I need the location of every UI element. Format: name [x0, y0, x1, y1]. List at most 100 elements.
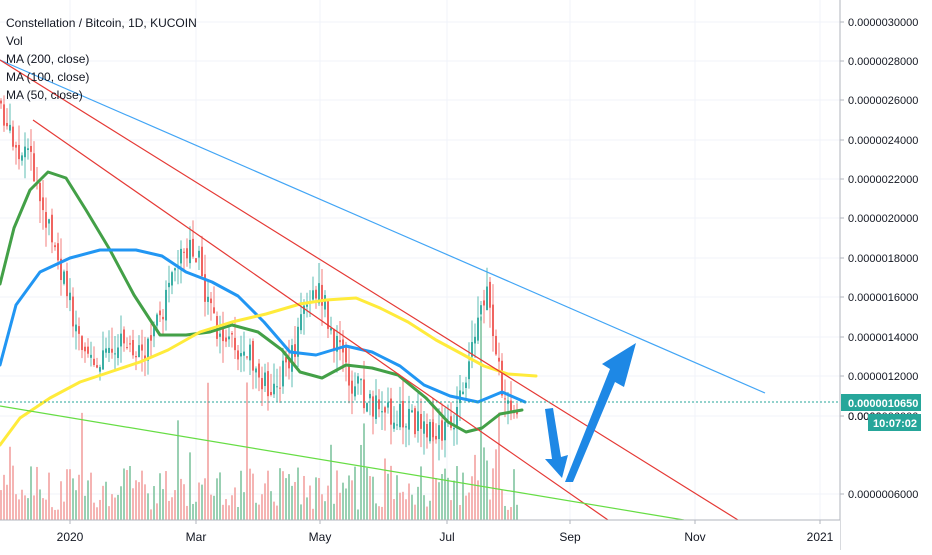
- volume-bar: [225, 499, 227, 520]
- volume-bar: [45, 499, 47, 520]
- volume-bar: [21, 489, 23, 520]
- trendline-blue: [0, 59, 766, 394]
- candle-body: [183, 251, 185, 253]
- volume-bar: [96, 507, 98, 520]
- candle-body: [468, 361, 470, 380]
- volume-bar: [423, 495, 425, 520]
- candle-body: [399, 403, 401, 428]
- volume-bar: [420, 466, 422, 520]
- volume-bar: [483, 447, 485, 520]
- candle-body: [444, 421, 446, 441]
- volume-bar: [258, 504, 260, 520]
- candle-body: [366, 403, 368, 412]
- candle-body: [492, 304, 494, 337]
- ma50-line: [0, 170, 524, 434]
- volume-bar: [336, 470, 338, 520]
- chart-legend: Constellation / Bitcoin, 1D, KUCOIN Vol …: [6, 14, 197, 104]
- candle-body: [90, 354, 92, 358]
- candle-body: [99, 367, 101, 372]
- volume-bar: [207, 382, 209, 520]
- candle-body: [192, 238, 194, 257]
- volume-bar: [264, 483, 266, 520]
- volume-bar: [456, 466, 458, 520]
- candle-body: [429, 422, 431, 442]
- volume-bar: [33, 495, 35, 520]
- candle-body: [441, 420, 443, 441]
- candle-body: [279, 387, 281, 389]
- candle-body: [126, 347, 128, 349]
- volume-bar: [99, 499, 101, 520]
- volume-bar: [417, 486, 419, 520]
- volume-bar: [453, 480, 455, 520]
- volume-bar: [345, 488, 347, 520]
- volume-bar: [471, 476, 473, 520]
- volume-bar: [219, 472, 221, 520]
- candle-body: [45, 212, 47, 228]
- volume-bar: [243, 492, 245, 520]
- candle-body: [66, 270, 68, 297]
- candle-body: [303, 305, 305, 314]
- legend-ma200: MA (200, close): [6, 52, 90, 66]
- volume-bar: [435, 478, 437, 520]
- legend-vol: Vol: [6, 34, 23, 48]
- x-tick-label: 2021: [807, 530, 834, 544]
- volume-bar: [321, 494, 323, 520]
- candle-body: [483, 300, 485, 306]
- volume-bar: [297, 467, 299, 520]
- volume-bar: [477, 480, 479, 520]
- candle-body: [294, 344, 296, 357]
- candle-body: [75, 324, 77, 332]
- volume-bar: [294, 481, 296, 520]
- time-axis: [0, 520, 840, 550]
- chart-title: Constellation / Bitcoin, 1D, KUCOIN: [6, 16, 197, 30]
- volume-bar: [141, 470, 143, 520]
- volume-bar: [261, 494, 263, 520]
- volume-bar: [156, 503, 158, 520]
- candle-body: [273, 383, 275, 395]
- volume-bar: [0, 490, 2, 520]
- candle-body: [225, 337, 227, 342]
- candle-body: [222, 329, 224, 342]
- volume-bar: [123, 468, 125, 520]
- candle-body: [69, 292, 71, 301]
- volume-bar: [153, 486, 155, 520]
- candle-body: [60, 258, 62, 281]
- candle-body: [465, 382, 467, 388]
- y-tick-label: 0.0000016000: [848, 292, 918, 304]
- volume-bar: [210, 494, 212, 520]
- candle-body: [147, 338, 149, 361]
- volume-bar: [279, 468, 281, 520]
- candle-body: [318, 283, 320, 304]
- volume-bar: [180, 478, 182, 520]
- candle-body: [435, 435, 437, 440]
- current-price-value: 0.0000010650: [848, 398, 918, 410]
- x-tick-label: Jul: [439, 530, 454, 544]
- candle-body: [111, 348, 113, 353]
- volume-bar: [270, 491, 272, 520]
- volume-bar: [213, 495, 215, 520]
- candle-body: [156, 314, 158, 326]
- candle-body: [93, 358, 95, 366]
- volume-bar: [24, 495, 26, 520]
- candle-body: [54, 245, 56, 248]
- volume-bar: [147, 493, 149, 520]
- candle-body: [306, 304, 308, 307]
- candle-body: [504, 398, 506, 400]
- candle-body: [327, 299, 329, 329]
- candle-body: [285, 357, 287, 363]
- volume-bar: [42, 498, 44, 520]
- volume-bar: [216, 478, 218, 520]
- candle-body: [123, 329, 125, 344]
- candle-body: [297, 326, 299, 357]
- volume-bar: [498, 412, 500, 520]
- volume-bar: [204, 478, 206, 520]
- volume-bar: [318, 478, 320, 520]
- candle-body: [6, 122, 8, 127]
- volume-bar: [246, 382, 248, 520]
- volume-bar: [84, 495, 86, 520]
- candle-body: [414, 408, 416, 435]
- candle-body: [165, 289, 167, 321]
- volume-bar: [132, 488, 134, 520]
- y-tick-label: 0.0000030000: [848, 17, 918, 29]
- candle-body: [135, 355, 137, 358]
